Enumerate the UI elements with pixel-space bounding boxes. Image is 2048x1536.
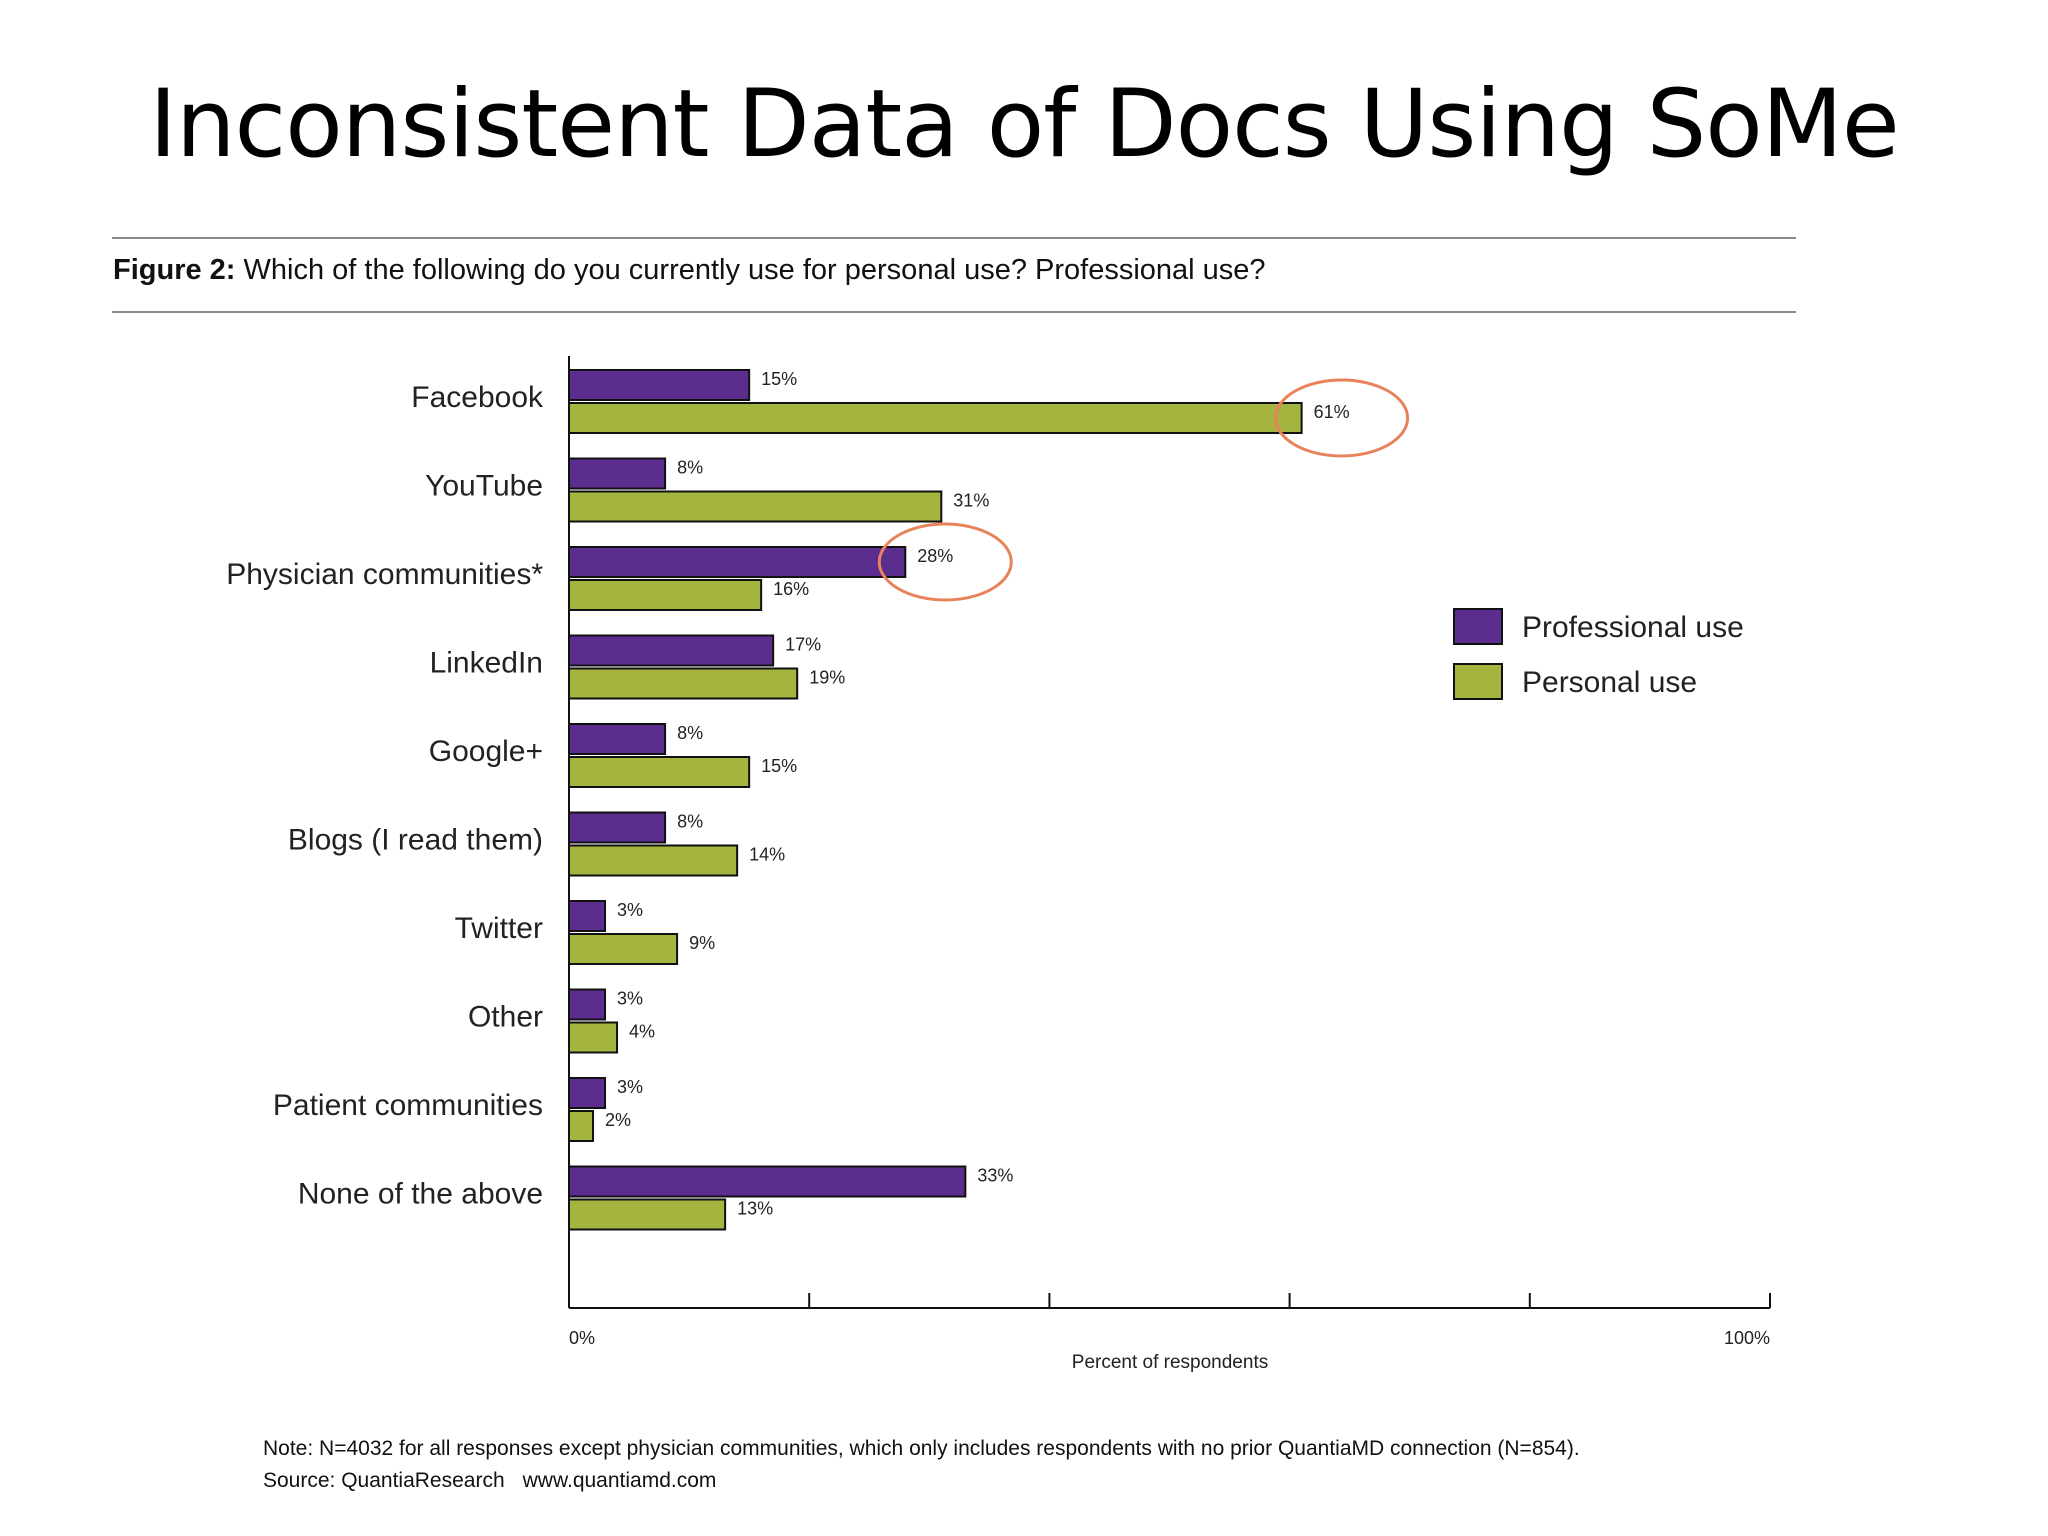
legend-swatch-personal (1453, 663, 1503, 700)
bar-professional (568, 1165, 967, 1198)
legend-swatch-professional (1453, 608, 1503, 645)
bar-professional (568, 457, 667, 490)
data-label: 15% (761, 369, 797, 389)
data-label: 28% (917, 546, 953, 566)
slide-title: Inconsistent Data of Docs Using SoMe (149, 70, 1900, 179)
legend-label: Personal use (1522, 666, 1697, 699)
figure-source: Source: QuantiaResearch www.quantiamd.com (263, 1465, 1580, 1497)
figure-caption: Figure 2: Which of the following do you … (113, 254, 1266, 287)
bar-personal (568, 756, 751, 788)
figure-note-block: Note: N=4032 for all responses except ph… (263, 1433, 1580, 1497)
highlight-circle (1274, 378, 1410, 458)
data-label: 17% (785, 635, 821, 655)
data-label: 3% (617, 900, 643, 920)
data-label: 33% (977, 1166, 1013, 1186)
caption-top-rule (112, 237, 1796, 239)
category-label: Blogs (I read them) (288, 824, 543, 857)
data-label: 9% (689, 933, 715, 953)
legend-label: Professional use (1522, 611, 1744, 644)
figure-note: Note: N=4032 for all responses except ph… (263, 1437, 1580, 1460)
bar-professional (568, 1077, 607, 1109)
bar-professional (568, 723, 667, 755)
bar-personal (568, 579, 763, 611)
data-label: 14% (749, 845, 785, 865)
x-tick-label: 100% (1724, 1328, 1770, 1348)
bar-professional (568, 369, 751, 401)
bar-personal (568, 402, 1303, 434)
category-label: LinkedIn (430, 647, 543, 680)
figure-question: Which of the following do you currently … (243, 254, 1266, 286)
data-label: 3% (617, 989, 643, 1009)
data-label: 2% (605, 1110, 631, 1130)
data-label: 8% (677, 723, 703, 743)
category-label: Twitter (455, 912, 543, 945)
category-label: None of the above (298, 1178, 543, 1211)
category-label: Physician communities* (226, 558, 543, 591)
category-label: Other (468, 1001, 543, 1034)
bar-personal (568, 1198, 727, 1231)
data-label: 4% (629, 1022, 655, 1042)
bar-personal (568, 933, 679, 965)
highlight-circle (877, 522, 1013, 602)
category-label: YouTube (425, 470, 543, 503)
caption-bottom-rule (112, 311, 1796, 313)
bar-professional (568, 811, 667, 844)
bar-personal (568, 1110, 595, 1142)
figure-label: Figure 2: (113, 254, 236, 286)
data-label: 3% (617, 1077, 643, 1097)
bar-personal (568, 1021, 619, 1054)
bar-professional (568, 988, 607, 1021)
category-label: Facebook (411, 381, 544, 414)
data-label: 31% (953, 491, 989, 511)
bar-professional (568, 546, 907, 578)
category-label: Patient communities (273, 1089, 543, 1122)
bar-professional (568, 634, 775, 667)
data-label: 16% (773, 579, 809, 599)
data-label: 61% (1314, 402, 1350, 422)
data-label: 19% (809, 668, 845, 688)
bar-professional (568, 900, 607, 932)
bar-personal (568, 667, 799, 700)
source-label: Source: QuantiaResearch (263, 1469, 505, 1492)
data-label: 8% (677, 458, 703, 478)
category-label: Google+ (429, 735, 543, 768)
x-axis-label: Percent of respondents (1072, 1352, 1268, 1373)
bar-personal (568, 844, 739, 877)
data-label: 15% (761, 756, 797, 776)
source-url: www.quantiamd.com (522, 1469, 717, 1492)
x-tick-label: 0% (569, 1328, 595, 1348)
bar-personal (568, 490, 943, 523)
data-label: 8% (677, 812, 703, 832)
data-label: 13% (737, 1199, 773, 1219)
